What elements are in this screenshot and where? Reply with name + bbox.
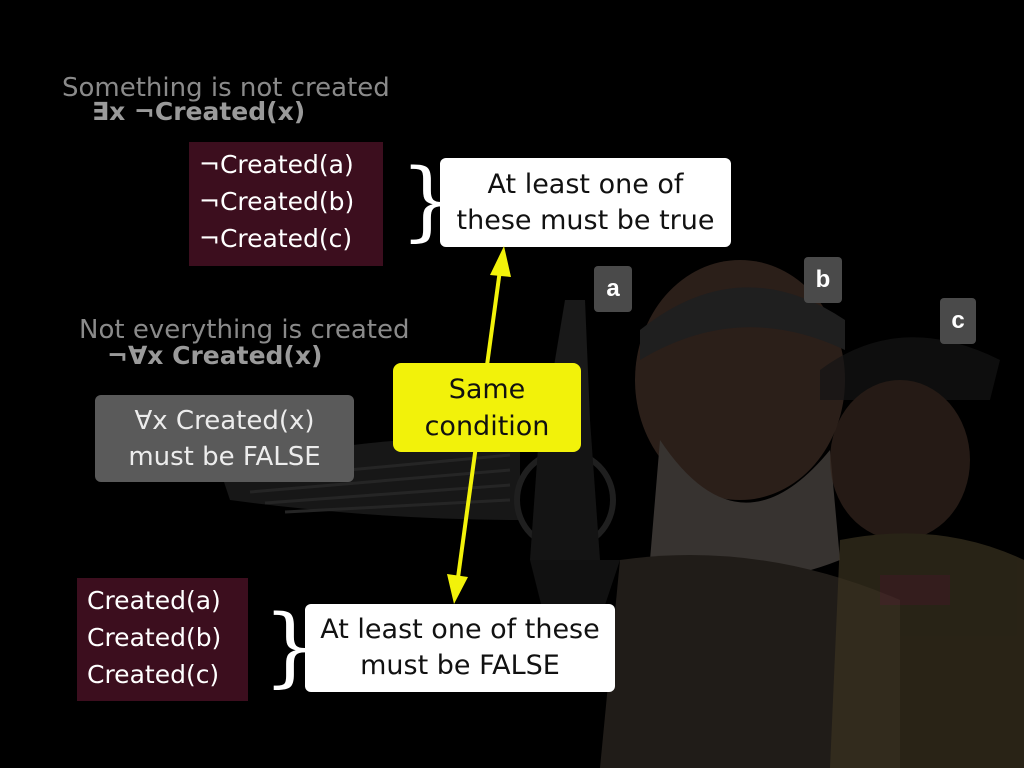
figure-b-silhouette — [600, 260, 900, 768]
same-condition-label: Same condition — [393, 363, 581, 452]
list-item: Created(c) — [87, 660, 220, 689]
forall-must-be-false: ∀x Created(x) must be FALSE — [95, 395, 354, 482]
list-item: ¬Created(b) — [199, 187, 355, 216]
grey-line: ∀x Created(x) — [134, 405, 315, 436]
note-line: At least one of these — [320, 614, 600, 645]
section2-formula: ¬∀x Created(x) — [107, 341, 323, 370]
label-c: c — [940, 298, 976, 344]
center-line: condition — [424, 410, 550, 442]
list-item: ¬Created(a) — [199, 150, 354, 179]
list-item: Created(b) — [87, 623, 222, 652]
section1-formula: ∃x ¬Created(x) — [92, 97, 306, 126]
grey-line: must be FALSE — [128, 441, 321, 472]
label-a: a — [594, 266, 632, 312]
note-at-least-one-false: At least one of these must be FALSE — [305, 604, 615, 692]
note-line: these must be true — [456, 204, 715, 236]
section1-heading: Something is not created — [62, 73, 390, 103]
note-line: At least one of — [487, 168, 684, 200]
center-line: Same — [448, 373, 526, 405]
negated-created-list: ¬Created(a) ¬Created(b) ¬Created(c) — [189, 142, 383, 266]
note-line: must be FALSE — [360, 650, 560, 681]
section2-heading: Not everything is created — [79, 315, 410, 345]
figure-c-silhouette — [820, 337, 1024, 768]
created-list: Created(a) Created(b) Created(c) — [77, 578, 248, 701]
note-at-least-one-true: At least one of these must be true — [440, 158, 731, 247]
list-item: ¬Created(c) — [199, 224, 353, 253]
label-b: b — [804, 257, 842, 303]
list-item: Created(a) — [87, 586, 221, 615]
